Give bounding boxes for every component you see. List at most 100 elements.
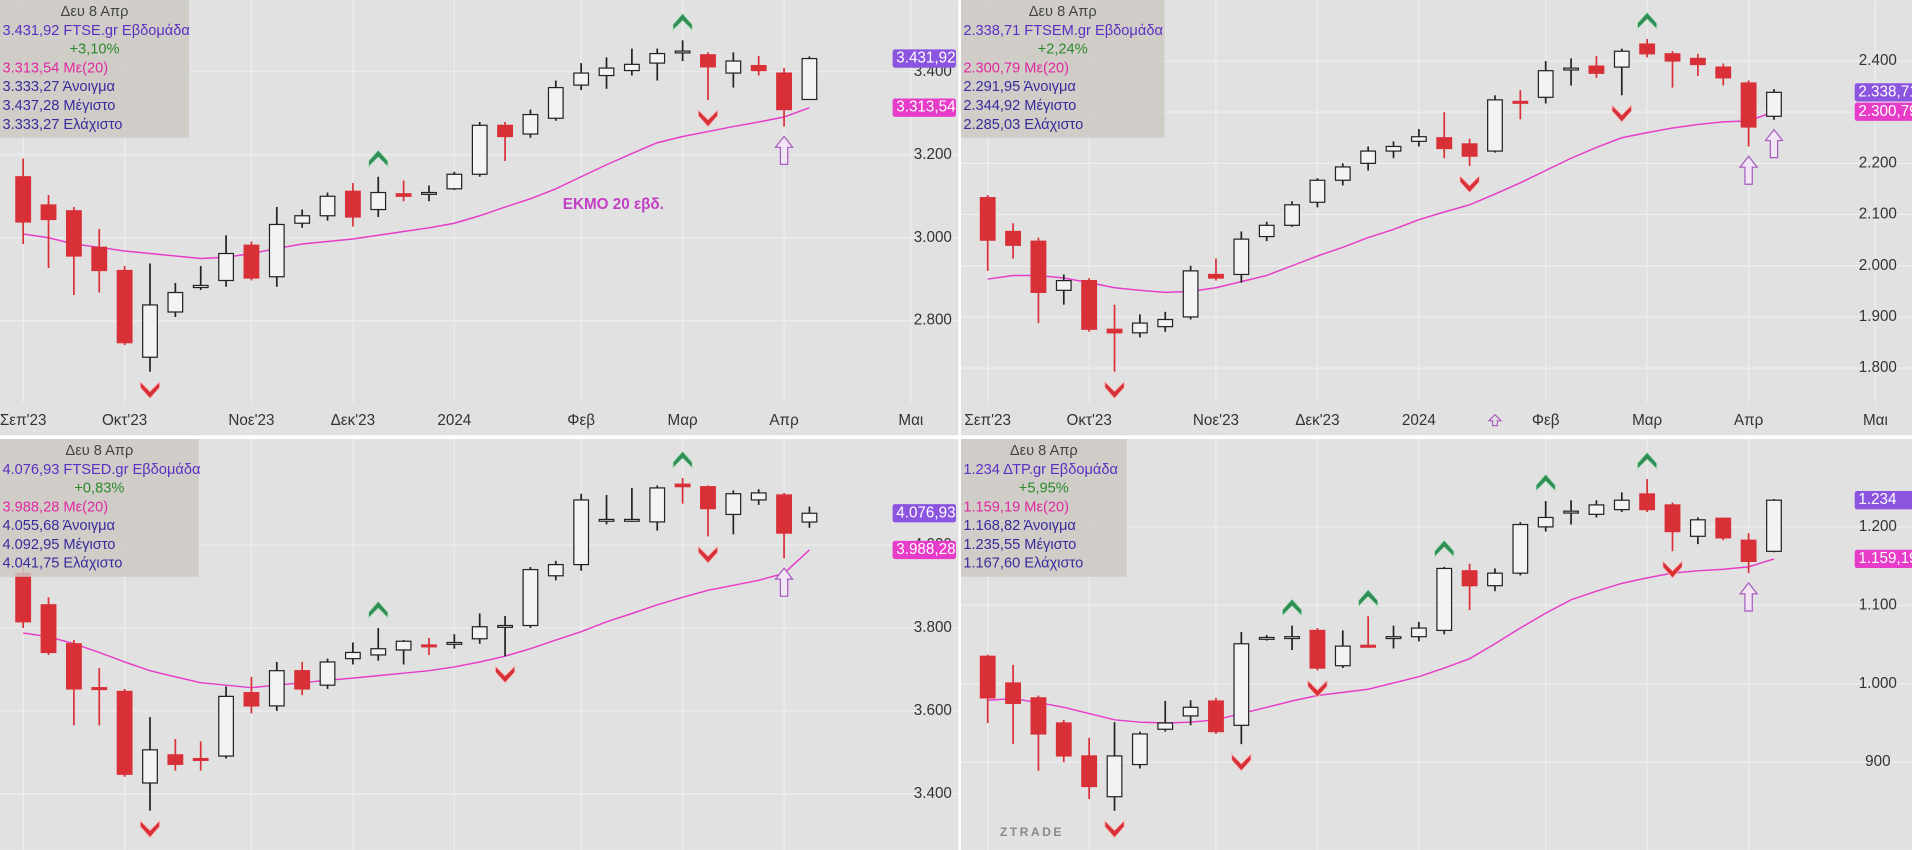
candle-body: [40, 604, 57, 654]
candle-body: [776, 72, 792, 111]
candle-body: [700, 486, 716, 510]
candle-body: [1081, 279, 1098, 330]
buy-signal: [672, 12, 693, 32]
candle-body: [1106, 328, 1123, 334]
candle-body: [421, 191, 437, 195]
candle-body: [1030, 697, 1047, 735]
candle-body: [268, 223, 285, 278]
candle-body: [1766, 499, 1782, 552]
candle-body: [801, 512, 818, 523]
sell-signal: [139, 819, 161, 839]
candle-body: [979, 197, 996, 241]
candle-body: [1487, 99, 1503, 152]
ema-line: [23, 549, 810, 689]
sell-signal: [1104, 819, 1125, 839]
candle-body: [1639, 43, 1656, 55]
y-tick-label: 2.100: [1859, 206, 1897, 223]
y-tick-label: 900: [1865, 753, 1890, 770]
candle-body: [1208, 700, 1224, 733]
candle-body: [471, 124, 488, 175]
candle-body: [1461, 570, 1478, 587]
arrow-signal: [1738, 581, 1759, 612]
candle-body: [1613, 50, 1630, 68]
candle-body: [218, 695, 235, 757]
info-open: 2.291,95 Άνοιγμα: [963, 79, 1076, 95]
info-open: 4.055,68 Άνοιγμα: [2, 518, 115, 534]
info-low: 2.285,03 Ελάχιστο: [963, 117, 1083, 133]
candle-body: [1664, 504, 1681, 533]
ema-line: [987, 558, 1775, 724]
candle-body: [294, 670, 311, 690]
info-date: Δευ 8 Απρ: [65, 443, 133, 459]
candle-body: [1233, 643, 1250, 726]
x-tick-label: Σεπ'23: [0, 412, 46, 429]
buy-signal: [368, 149, 389, 169]
y-tick-label: 3.200: [914, 146, 952, 163]
candle-body: [1740, 82, 1757, 128]
x-tick-label: Φεβ: [1532, 412, 1560, 429]
candle-body: [598, 518, 615, 522]
candle-body: [344, 651, 361, 660]
candle-body: [1436, 137, 1453, 150]
candle-body: [801, 57, 818, 101]
candle-body: [1360, 150, 1377, 164]
candle-body: [116, 690, 133, 775]
info-ema: 3.988,28 Με(20): [2, 499, 108, 515]
candle-body: [1334, 166, 1351, 181]
info-change: +0,83%: [74, 481, 124, 497]
buy-signal: [1636, 11, 1658, 31]
info-date: Δευ 8 Απρ: [1010, 443, 1078, 459]
x-tick-label: Απρ: [769, 412, 799, 429]
candle-body: [91, 687, 108, 691]
candle-body: [1537, 70, 1554, 98]
candle-body: [649, 487, 666, 523]
candle-body: [1588, 65, 1605, 74]
candle-body: [167, 291, 184, 313]
info-close: 1.234 ΔΤΡ.gr Εβδομάδα: [963, 462, 1118, 478]
candle-body: [65, 643, 82, 690]
info-open: 1.168,82 Άνοιγμα: [963, 518, 1076, 534]
candle-body: [15, 176, 32, 223]
candle-body: [344, 190, 361, 218]
x-tick-label: Απρ: [1734, 412, 1764, 429]
buy-signal: [672, 450, 693, 470]
sell-signal: [697, 544, 719, 564]
candle-body: [750, 64, 767, 72]
y-tick-label: 1.900: [1859, 308, 1897, 325]
info-date: Δευ 8 Απρ: [61, 4, 129, 20]
candle-body: [1689, 57, 1706, 66]
info-high: 3.437,28 Μέγιστο: [2, 98, 115, 114]
candle-body: [1284, 204, 1300, 226]
y-tick-label: 3.600: [914, 702, 952, 719]
candle-body: [142, 749, 158, 784]
candle-body: [268, 670, 285, 707]
candle-body: [1715, 66, 1732, 79]
info-ema: 2.300,79 Με(20): [963, 60, 1069, 76]
candle-body: [91, 246, 108, 272]
candle-body: [370, 191, 387, 211]
candle-body: [979, 655, 996, 699]
price-label: 1.159,19: [1858, 550, 1912, 567]
buy-signal: [1636, 451, 1658, 471]
x-tick-label: 2024: [437, 412, 471, 429]
candle-body: [1715, 517, 1732, 539]
candle-body: [1106, 755, 1123, 798]
arrow-signal: [1764, 128, 1784, 159]
candle-body: [294, 215, 311, 224]
x-tick-label: Φεβ: [567, 412, 595, 429]
candle-body: [1081, 755, 1098, 788]
info-high: 1.235,55 Μέγιστο: [963, 537, 1076, 553]
sell-signal: [1611, 103, 1633, 123]
candle-body: [623, 63, 640, 72]
candle-body: [1055, 279, 1072, 291]
price-label: 2.338,71: [1858, 83, 1912, 100]
candle-body: [750, 492, 767, 501]
ema-line: [987, 111, 1775, 294]
chart-panel: 900 1.000 1.100 1.200 Δευ 8 Απρ 1.234 ΔΤΡ.gr …: [960, 439, 1912, 850]
candle-body: [421, 644, 437, 648]
candle-body: [1258, 636, 1275, 640]
candle-body: [623, 518, 640, 522]
candle-body: [319, 661, 336, 686]
